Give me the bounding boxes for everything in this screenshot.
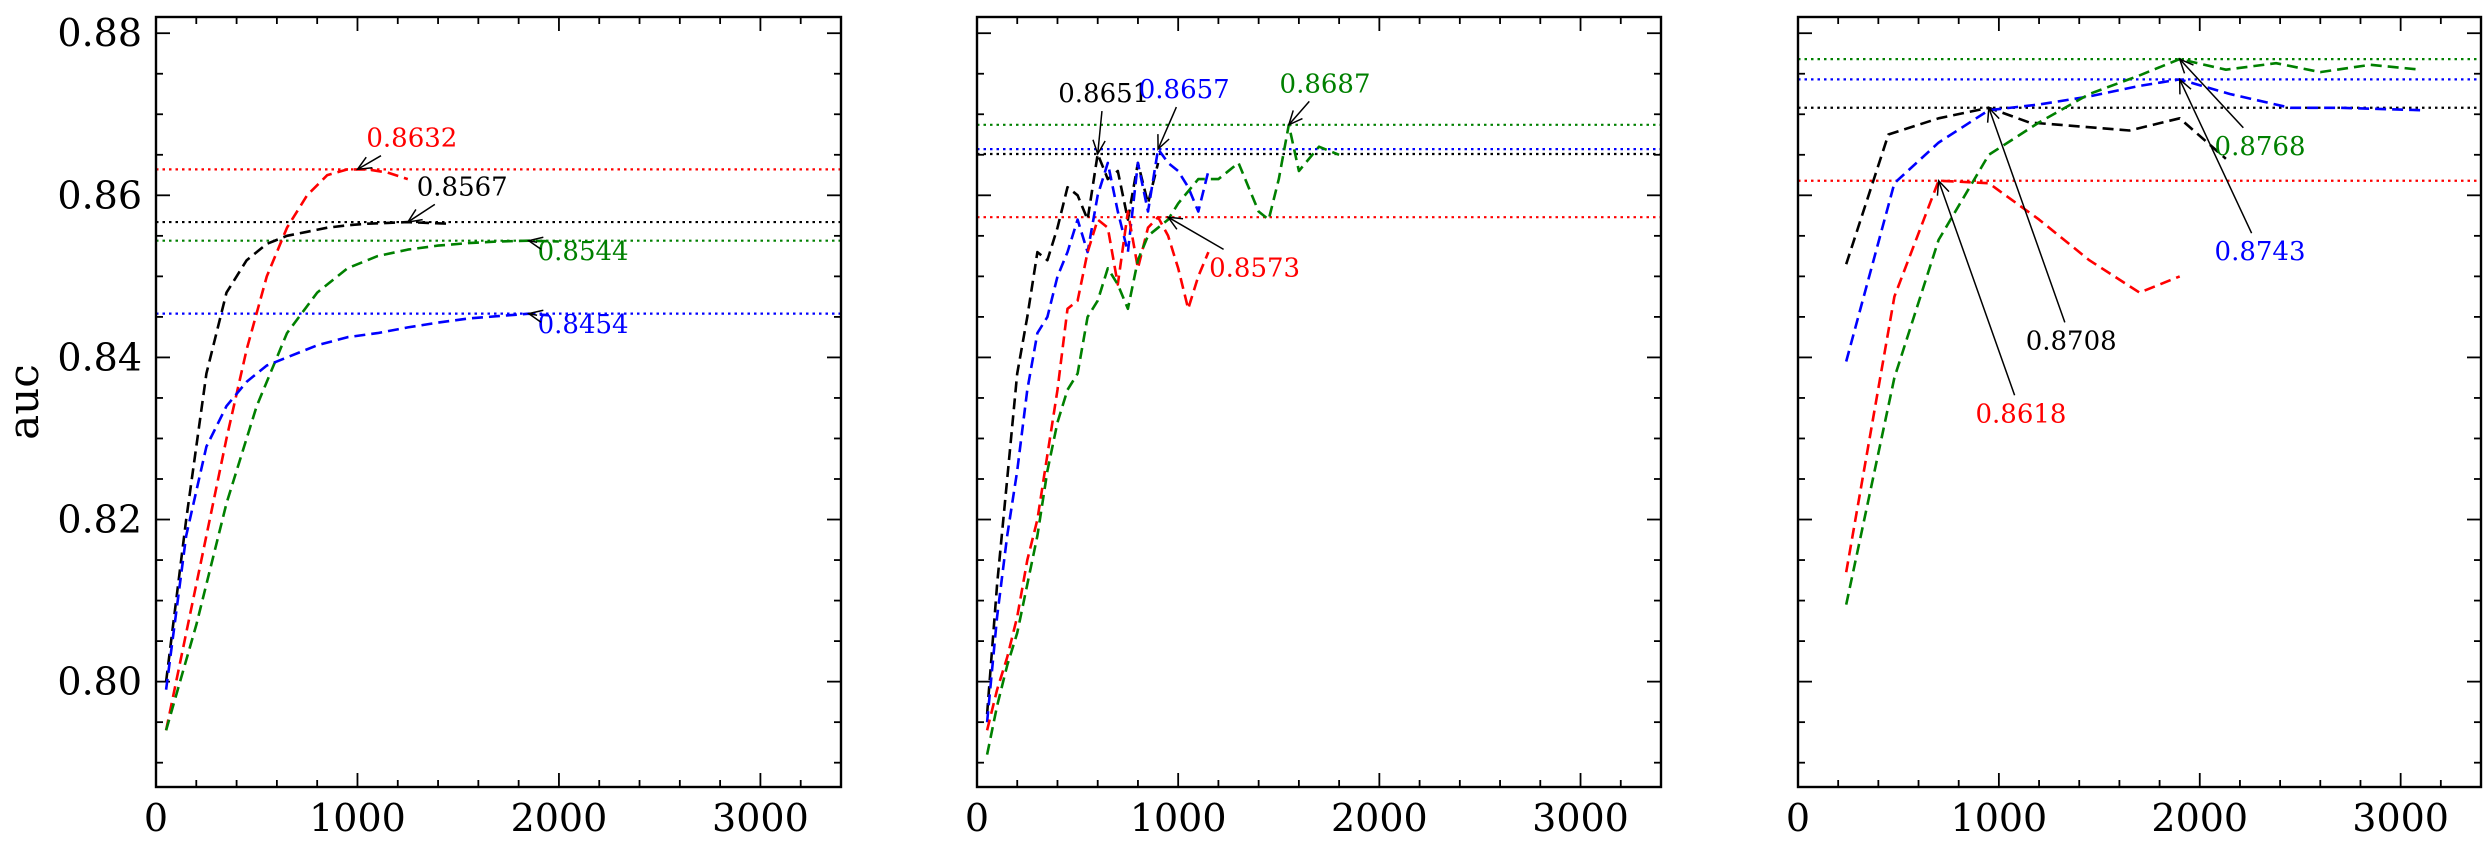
annotation-label: 0.8632 — [366, 124, 457, 154]
plot-area — [1798, 57, 2481, 605]
annotation-arrow — [1157, 106, 1178, 150]
series-line — [985, 147, 1210, 723]
series-line — [1844, 57, 2421, 605]
axes-frame — [975, 15, 1663, 789]
annotation-arrowhead — [1287, 110, 1303, 127]
x-tick-label: 0 — [144, 796, 168, 840]
x-tick-label: 3000 — [712, 796, 809, 840]
x-tick-label: 0 — [965, 796, 989, 840]
annotation-arrowhead — [2178, 57, 2194, 74]
annotation-arrowhead — [1166, 216, 1184, 230]
annotation-arrow — [357, 155, 382, 171]
annotation-arrowhead — [1936, 178, 1950, 196]
series-line — [164, 239, 559, 731]
annotation-label: 0.8567 — [417, 172, 508, 202]
annotation-arrowhead — [526, 309, 544, 323]
annotation-label: 0.8618 — [1975, 399, 2066, 429]
annotation-label: 0.8768 — [2215, 132, 2306, 162]
annotation-label: 0.8687 — [1280, 69, 1371, 99]
y-tick-label: 0.80 — [57, 660, 142, 704]
annotation-arrowhead — [355, 156, 373, 171]
series-line — [1844, 78, 2421, 362]
x-tick-label: 1000 — [1130, 796, 1227, 840]
subplot-3: 0 1000 2000 3000 0.8768 0.8743 0.8708 0.8618 — [1786, 15, 2483, 840]
x-tick-label: 1000 — [309, 796, 406, 840]
annotation-arrow — [2179, 58, 2244, 129]
annotation-arrow — [2178, 79, 2253, 234]
annotation-label: 0.8544 — [538, 237, 629, 267]
annotation-label: 0.8657 — [1139, 75, 1230, 105]
annotation-arrow — [1096, 111, 1103, 155]
annotation-label: 0.8708 — [2026, 326, 2117, 356]
y-tick-label: 0.82 — [57, 498, 142, 542]
series-line — [164, 168, 409, 731]
x-tick-label: 3000 — [2352, 796, 2449, 840]
y-axis-title: auc — [0, 364, 48, 440]
annotation-arrowhead — [406, 209, 423, 224]
x-tick-label: 0 — [1786, 796, 1810, 840]
series-line — [164, 312, 550, 690]
series-line — [985, 210, 1210, 731]
series-line — [1844, 179, 2181, 573]
axes-frame — [154, 15, 843, 789]
x-tick-label: 2000 — [2151, 796, 2248, 840]
x-tick-label: 1000 — [1951, 796, 2048, 840]
annotation-arrow — [1937, 180, 2016, 396]
x-tick-label: 2000 — [511, 796, 608, 840]
series-line — [985, 152, 1160, 715]
series-line — [985, 123, 1340, 755]
subplot-1: 0 1000 2000 3000 0.80 0.82 0.84 0.86 0.88 auc 0.86… — [0, 11, 843, 840]
axes-frame — [1796, 15, 2483, 789]
annotation-arrowhead — [2178, 77, 2192, 95]
annotation-arrow — [407, 203, 436, 223]
annotation-label: 0.8651 — [1058, 79, 1149, 109]
annotation-label: 0.8454 — [538, 310, 629, 340]
series-line — [1844, 106, 2227, 265]
y-tick-label: 0.84 — [57, 335, 142, 379]
annotation-label: 0.8743 — [2215, 237, 2306, 267]
x-tick-label: 2000 — [1331, 796, 1428, 840]
annotation-arrowhead — [526, 236, 544, 250]
x-tick-label: 3000 — [1532, 796, 1629, 840]
series-line — [164, 220, 449, 682]
annotation-arrow — [1288, 100, 1310, 126]
annotation-arrowhead — [1986, 106, 2000, 123]
annotation-arrow — [1167, 216, 1224, 251]
plot-area — [156, 168, 841, 731]
y-tick-label: 0.88 — [57, 11, 142, 55]
plot-area — [977, 123, 1661, 755]
annotation-label: 0.8573 — [1209, 253, 1300, 283]
annotation-arrowhead — [1092, 139, 1106, 156]
annotation-arrowhead — [1157, 134, 1170, 151]
annotation-arrow — [1988, 107, 2066, 323]
y-tick-label: 0.86 — [57, 173, 142, 217]
